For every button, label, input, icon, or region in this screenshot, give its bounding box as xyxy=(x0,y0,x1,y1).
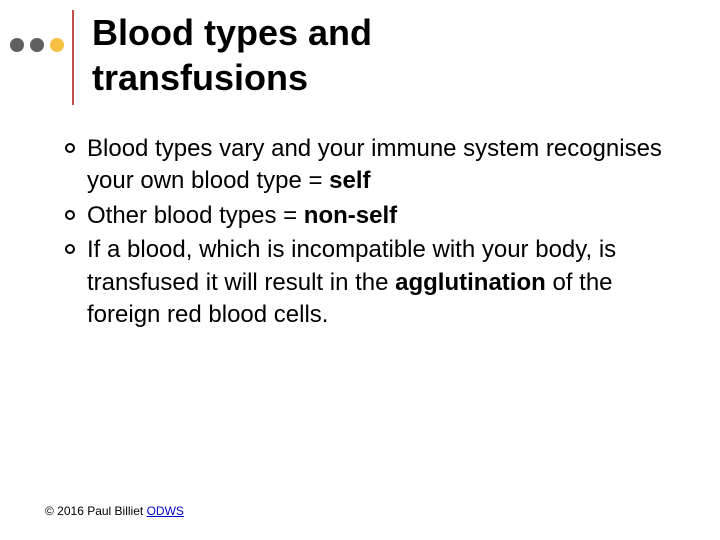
bullet-text: If a blood, which is incompatible with y… xyxy=(87,234,670,331)
title-line-2: transfusions xyxy=(92,57,308,98)
bullet-text: Other blood types = non-self xyxy=(87,200,397,232)
bullet-list: Blood types vary and your immune system … xyxy=(0,133,720,331)
slide-header: Blood types and transfusions xyxy=(0,0,720,105)
bullet-item: Other blood types = non-self xyxy=(65,200,670,232)
footer-link[interactable]: ODWS xyxy=(147,504,184,518)
dot-2 xyxy=(30,38,44,52)
bullet-text: Blood types vary and your immune system … xyxy=(87,133,670,198)
vertical-divider xyxy=(72,10,74,105)
bullet-marker-icon xyxy=(65,244,75,254)
dot-3 xyxy=(50,38,64,52)
copyright-text: © 2016 Paul Billiet xyxy=(45,504,147,518)
decorative-dots xyxy=(10,38,64,52)
bullet-marker-icon xyxy=(65,143,75,153)
bullet-item: If a blood, which is incompatible with y… xyxy=(65,234,670,331)
slide-footer: © 2016 Paul Billiet ODWS xyxy=(45,504,184,518)
slide-title: Blood types and transfusions xyxy=(92,10,372,100)
bullet-marker-icon xyxy=(65,210,75,220)
bullet-item: Blood types vary and your immune system … xyxy=(65,133,670,198)
dot-1 xyxy=(10,38,24,52)
title-line-1: Blood types and xyxy=(92,12,372,53)
